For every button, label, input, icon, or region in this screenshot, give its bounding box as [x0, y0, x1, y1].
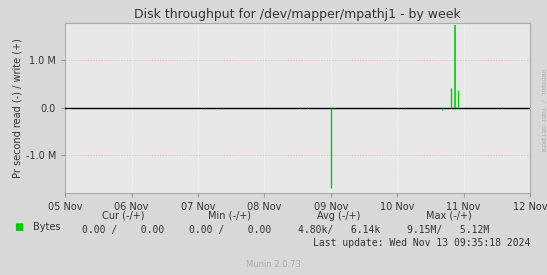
Text: 9.15M/   5.12M: 9.15M/ 5.12M — [408, 225, 490, 235]
Text: Bytes: Bytes — [33, 222, 60, 232]
Text: Min (-/+): Min (-/+) — [208, 211, 251, 221]
Text: Cur (-/+): Cur (-/+) — [102, 211, 144, 221]
Text: 0.00 /    0.00: 0.00 / 0.00 — [189, 225, 271, 235]
Text: Max (-/+): Max (-/+) — [426, 211, 472, 221]
Title: Disk throughput for /dev/mapper/mpathj1 - by week: Disk throughput for /dev/mapper/mpathj1 … — [134, 8, 461, 21]
Y-axis label: Pr second read (-) / write (+): Pr second read (-) / write (+) — [13, 38, 23, 178]
Text: Munin 2.0.73: Munin 2.0.73 — [246, 260, 301, 269]
Text: Avg (-/+): Avg (-/+) — [317, 211, 361, 221]
Text: 4.80k/   6.14k: 4.80k/ 6.14k — [298, 225, 380, 235]
Text: RRDTOOL / TOBI OETIKER: RRDTOOL / TOBI OETIKER — [541, 69, 546, 151]
Text: 0.00 /    0.00: 0.00 / 0.00 — [82, 225, 164, 235]
Text: ■: ■ — [14, 222, 23, 232]
Text: Last update: Wed Nov 13 09:35:18 2024: Last update: Wed Nov 13 09:35:18 2024 — [313, 238, 531, 248]
